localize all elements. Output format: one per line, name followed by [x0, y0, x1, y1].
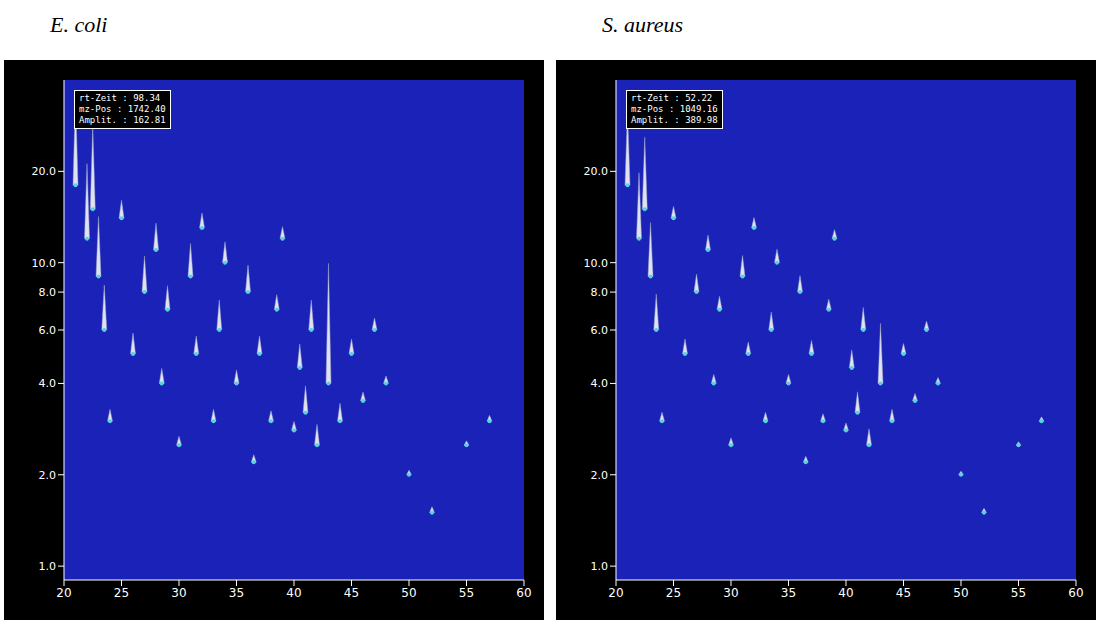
svg-text:55: 55 — [459, 586, 474, 600]
svg-text:35: 35 — [781, 586, 796, 600]
svg-text:6.0: 6.0 — [39, 324, 57, 337]
svg-text:30: 30 — [171, 586, 186, 600]
svg-text:60: 60 — [1068, 586, 1083, 600]
svg-text:10.0: 10.0 — [584, 257, 609, 270]
svg-text:20.0: 20.0 — [584, 165, 609, 178]
svg-text:40: 40 — [838, 586, 853, 600]
svg-text:20.0: 20.0 — [32, 165, 57, 178]
html-text:Amplit. : 389.98: Amplit. : 389.98 — [631, 115, 718, 125]
svg-text:45: 45 — [344, 586, 359, 600]
html-text:mz-Pos : 1742.40: mz-Pos : 1742.40 — [79, 104, 166, 114]
svg-text:8.0: 8.0 — [591, 286, 609, 299]
svg-text:2.0: 2.0 — [591, 469, 609, 482]
svg-text:2.0: 2.0 — [39, 469, 57, 482]
svg-text:25: 25 — [666, 586, 681, 600]
svg-text:10.0: 10.0 — [32, 257, 57, 270]
html-text:S. aureus: S. aureus — [602, 12, 684, 37]
svg-text:50: 50 — [953, 586, 968, 600]
svg-text:1.0: 1.0 — [591, 560, 609, 573]
svg-text:4.0: 4.0 — [39, 377, 57, 390]
svg-text:1.0: 1.0 — [39, 560, 57, 573]
svg-text:20: 20 — [608, 586, 623, 600]
svg-text:4.0: 4.0 — [591, 377, 609, 390]
svg-text:50: 50 — [401, 586, 416, 600]
svg-text:55: 55 — [1011, 586, 1026, 600]
html-text:rt-Zeit : 98.34: rt-Zeit : 98.34 — [79, 93, 161, 103]
svg-text:60: 60 — [516, 586, 531, 600]
html-text:rt-Zeit : 52.22: rt-Zeit : 52.22 — [631, 93, 713, 103]
svg-text:45: 45 — [896, 586, 911, 600]
svg-text:30: 30 — [723, 586, 738, 600]
svg-text:6.0: 6.0 — [591, 324, 609, 337]
html-text:E. coli: E. coli — [50, 12, 108, 37]
svg-text:35: 35 — [229, 586, 244, 600]
svg-text:40: 40 — [286, 586, 301, 600]
html-text:Amplit. : 162.81: Amplit. : 162.81 — [79, 115, 166, 125]
svg-text:20: 20 — [56, 586, 71, 600]
svg-text:25: 25 — [114, 586, 129, 600]
html-text:mz-Pos : 1049.16: mz-Pos : 1049.16 — [631, 104, 718, 114]
svg-text:8.0: 8.0 — [39, 286, 57, 299]
